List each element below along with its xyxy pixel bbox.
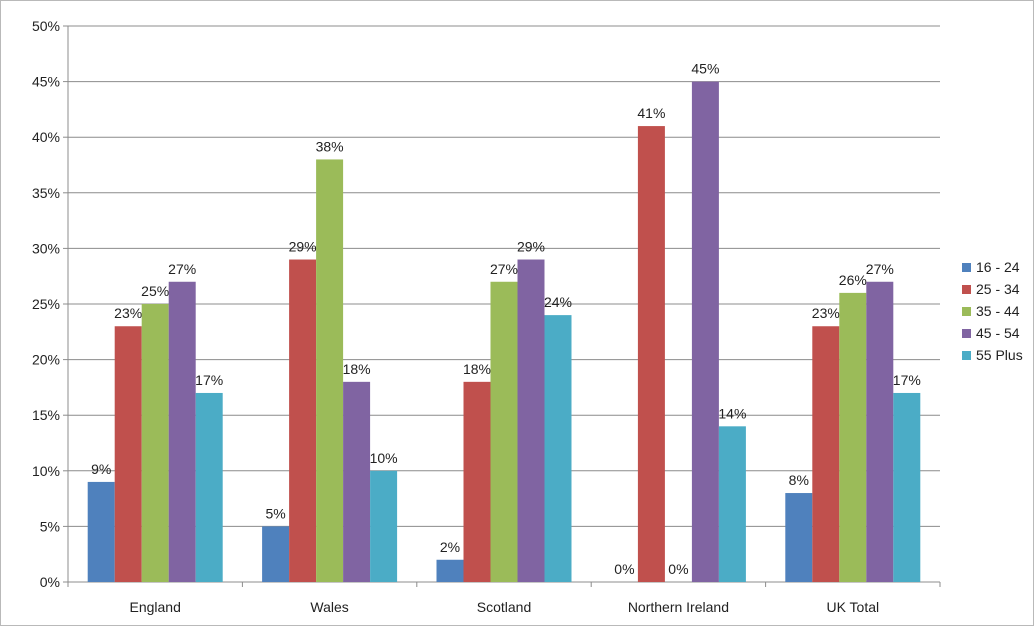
bar (316, 159, 344, 582)
y-tick-label: 20% (32, 352, 60, 368)
data-label: 2% (440, 539, 460, 555)
bar (490, 281, 518, 582)
legend-swatch (962, 351, 971, 360)
bar (436, 559, 464, 582)
bar (517, 259, 545, 582)
legend-swatch (962, 307, 971, 316)
data-label: 23% (812, 305, 840, 321)
legend-swatch (962, 263, 971, 272)
y-tick-label: 45% (32, 74, 60, 90)
y-tick-label: 30% (32, 240, 60, 256)
data-label: 25% (141, 283, 169, 299)
bar (718, 426, 746, 582)
bar (785, 493, 813, 582)
bar (87, 481, 115, 582)
data-label: 29% (517, 239, 545, 255)
bar (168, 281, 196, 582)
data-label: 23% (114, 305, 142, 321)
data-label: 5% (265, 505, 285, 521)
bar (812, 326, 840, 582)
legend-swatch (962, 285, 971, 294)
y-tick-label: 50% (32, 18, 60, 34)
data-label: 41% (637, 105, 665, 121)
bar (893, 392, 921, 582)
data-label: 27% (490, 261, 518, 277)
data-label: 45% (691, 61, 719, 77)
bar (141, 304, 169, 582)
legend-swatch (962, 329, 971, 338)
y-tick-label: 40% (32, 129, 60, 145)
legend-label: 25 - 34 (976, 281, 1020, 297)
legend-label: 16 - 24 (976, 259, 1020, 275)
data-label: 18% (463, 361, 491, 377)
bar (839, 292, 867, 582)
x-category-label: England (130, 599, 181, 615)
data-label: 8% (789, 472, 809, 488)
data-label: 27% (866, 261, 894, 277)
bar (691, 81, 719, 582)
y-tick-label: 5% (40, 518, 60, 534)
data-label: 24% (544, 294, 572, 310)
data-label: 0% (614, 561, 634, 577)
data-label: 0% (668, 561, 688, 577)
bar (637, 126, 665, 582)
bar (289, 259, 317, 582)
data-label: 14% (718, 405, 746, 421)
y-tick-label: 25% (32, 296, 60, 312)
y-tick-label: 35% (32, 185, 60, 201)
bar (195, 392, 223, 582)
data-label: 9% (91, 461, 111, 477)
bar (343, 381, 371, 582)
bar (866, 281, 894, 582)
y-tick-label: 10% (32, 463, 60, 479)
y-tick-label: 15% (32, 407, 60, 423)
bar (544, 315, 572, 582)
data-label: 17% (195, 372, 223, 388)
y-tick-label: 0% (40, 574, 60, 590)
data-label: 17% (893, 372, 921, 388)
bar (114, 326, 142, 582)
data-label: 27% (168, 261, 196, 277)
data-label: 18% (343, 361, 371, 377)
x-category-label: UK Total (826, 599, 879, 615)
data-label: 10% (370, 450, 398, 466)
legend-label: 35 - 44 (976, 303, 1020, 319)
x-category-label: Northern Ireland (628, 599, 729, 615)
bar (370, 470, 398, 582)
data-label: 29% (289, 239, 317, 255)
data-label: 38% (316, 138, 344, 154)
x-category-label: Scotland (477, 599, 531, 615)
bar (262, 526, 290, 582)
bar (463, 381, 491, 582)
legend-label: 55 Plus (976, 347, 1023, 363)
x-category-label: Wales (310, 599, 348, 615)
data-label: 26% (839, 272, 867, 288)
legend-label: 45 - 54 (976, 325, 1020, 341)
